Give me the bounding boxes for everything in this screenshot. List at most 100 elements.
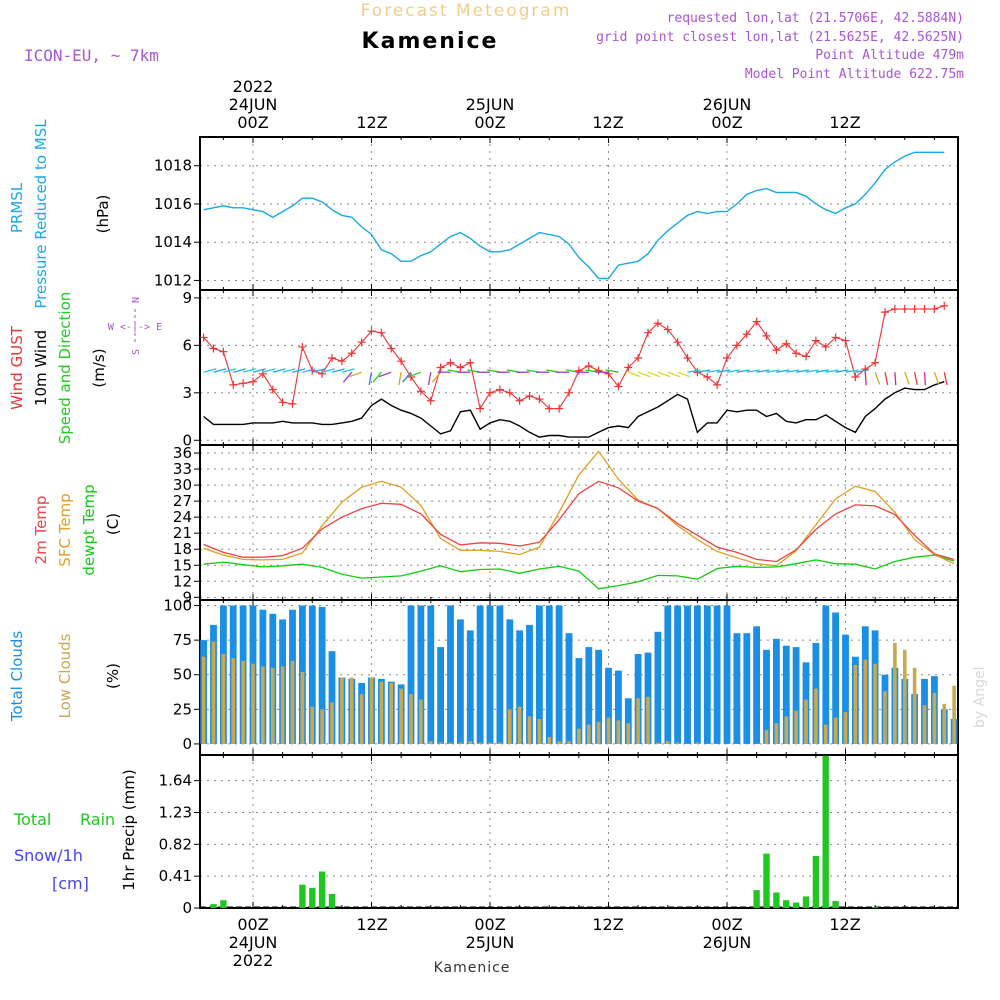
total-cloud-bar [694, 605, 701, 744]
low-cloud-bar [280, 666, 285, 744]
bottom-tick-label: 00Z [237, 915, 268, 934]
y-tick-label: 9 [182, 588, 192, 606]
wind-direction-arrow [647, 371, 661, 378]
low-cloud-bar [695, 742, 700, 744]
precip-bar [832, 901, 839, 908]
wind-direction-arrow [716, 369, 731, 373]
total-cloud-bar [773, 638, 780, 744]
gust-point [821, 342, 830, 351]
location-title: Kamenice [362, 29, 499, 54]
top-tick-label: 12Z [829, 113, 860, 132]
wind-direction-arrow [776, 369, 790, 373]
precip-bar [210, 904, 217, 908]
t2m-label: 2m Temp [32, 496, 50, 565]
gust-point [752, 317, 761, 326]
wind-direction-arrow [687, 369, 701, 373]
gust-point [219, 347, 228, 356]
precip-snow-label: Snow/1h [14, 846, 83, 865]
wind-direction-arrow [874, 371, 881, 385]
wind-direction-arrow [427, 372, 432, 386]
gust-point [328, 354, 336, 363]
y-tick-label: 15 [173, 556, 192, 574]
gust-point [486, 388, 494, 397]
total-cloud-bar [664, 605, 672, 744]
gust-point [811, 336, 820, 345]
low-cloud-bar [794, 710, 798, 744]
top-tick-label: 12Z [592, 113, 623, 132]
low-cloud-bar [784, 716, 789, 744]
total-cloud-bar [328, 651, 336, 744]
gust-point [565, 388, 573, 397]
gust-point [881, 308, 889, 317]
y-tick-label: 0.41 [159, 867, 192, 885]
gust-point [199, 333, 208, 342]
y-tick-label: 9 [182, 289, 192, 307]
wind-direction-arrow [756, 369, 770, 373]
precip-bar [328, 894, 336, 908]
gust-point [258, 369, 267, 378]
precip-unit: 1hr Precip (mm) [120, 769, 138, 890]
y-tick-label: 0 [182, 899, 192, 917]
top-date-label: 26JUN [703, 95, 752, 114]
wind-direction-arrow [657, 371, 671, 378]
pressure-line [203, 151, 945, 280]
sfc-label: SFC Temp [56, 493, 74, 566]
total-cloud-bar [565, 633, 573, 744]
y-tick-label: 18 [173, 540, 192, 558]
low-cloud-bar [221, 654, 226, 744]
total-cloud-bar [743, 633, 751, 744]
top-tick-label: 00Z [237, 113, 268, 132]
wind-direction-arrow [835, 369, 849, 373]
total-cloud-bar [654, 631, 662, 744]
low-cloud-bar [577, 728, 581, 744]
gust-point [604, 369, 613, 378]
clouds-unit: (%) [104, 663, 122, 689]
precip-bar [299, 884, 306, 908]
y-tick-label: 50 [173, 666, 192, 684]
bottom-year-label: 2022 [233, 951, 274, 970]
gust-point [505, 388, 514, 397]
wind-direction-arrow [321, 368, 335, 373]
total-cloud-bar [526, 624, 533, 744]
low-cloud-bar [596, 721, 601, 744]
panel-frame [199, 136, 959, 291]
y-tick-label: 21 [173, 524, 192, 542]
low-cloud-bar [300, 672, 305, 744]
wind-direction-arrow [262, 368, 276, 373]
gust-point [782, 339, 791, 348]
total-cloud-bar [575, 658, 583, 744]
y-tick-label: 3 [182, 384, 192, 402]
gust-point [594, 366, 603, 375]
low-cloud-bar [468, 741, 472, 744]
precip-total-label: Total [13, 810, 51, 829]
wind-direction-arrow [736, 369, 750, 373]
gust-point [426, 396, 435, 405]
y-tick-label: 33 [173, 460, 192, 478]
total-cloud-bar [822, 605, 830, 744]
total-cloud-bar [763, 649, 770, 744]
wind-direction-arrow [746, 369, 760, 373]
gust-point [762, 331, 771, 340]
precip-bar [763, 853, 770, 908]
wind-direction-arrow [408, 371, 422, 378]
total-cloud-bar [713, 605, 721, 744]
wind-direction-arrow [667, 371, 681, 378]
total-clouds-label: Total Clouds [8, 631, 26, 723]
gridpoint-coords: grid point closest lon,lat (21.5625E, 42… [596, 30, 964, 45]
low-cloud-bar [903, 649, 907, 744]
precip-bar [871, 907, 879, 908]
gust-point [742, 330, 751, 339]
low-cloud-bar [241, 660, 245, 744]
low-cloud-bar [833, 717, 838, 744]
low-cloud-bar [912, 667, 917, 744]
gust-point [584, 361, 593, 370]
low-cloud-bar [863, 659, 868, 744]
total-cloud-bar [407, 605, 415, 744]
t2m-line [203, 480, 955, 563]
low-cloud-bar [606, 717, 611, 744]
wind-direction-arrow [331, 368, 345, 373]
wind-direction-arrow [697, 369, 711, 373]
wind-direction-arrow [402, 371, 412, 383]
low-cloud-bar [932, 692, 937, 744]
